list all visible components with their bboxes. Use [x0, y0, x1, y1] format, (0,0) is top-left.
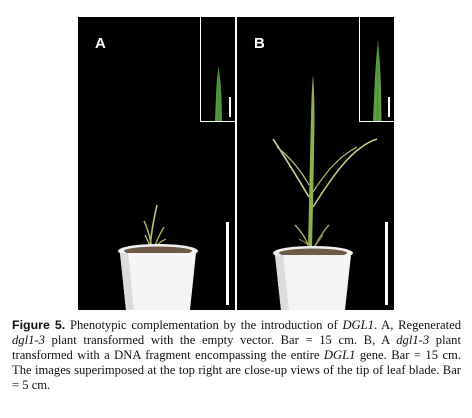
panel-a-leaf-inset [200, 17, 235, 122]
caption-gene-2: DGL1 [324, 348, 356, 362]
caption-mutant-2: dgl1-3 [396, 333, 429, 347]
panel-a: A [78, 17, 235, 310]
caption-gene-1: DGL1 [342, 318, 374, 332]
caption-text-3: plant transformed with the empty vector.… [52, 333, 390, 347]
caption-mutant-1: dgl1-3 [12, 333, 45, 347]
caption-label: Figure 5. [12, 318, 65, 332]
panel-b-inset-scale-bar [388, 97, 390, 117]
caption-text-1: Phenotypic complementation by the introd… [70, 318, 338, 332]
panel-a-inset-scale-bar [229, 97, 231, 117]
caption-text-2: . A, Regenerated [374, 318, 461, 332]
panel-b-scale-bar [385, 222, 388, 305]
panel-b: B [237, 17, 394, 310]
figure-caption: Figure 5. Phenotypic complementation by … [12, 318, 461, 393]
figure-5: A B [78, 17, 394, 310]
panel-b-leaf-inset [359, 17, 394, 122]
panel-a-scale-bar [226, 222, 229, 305]
